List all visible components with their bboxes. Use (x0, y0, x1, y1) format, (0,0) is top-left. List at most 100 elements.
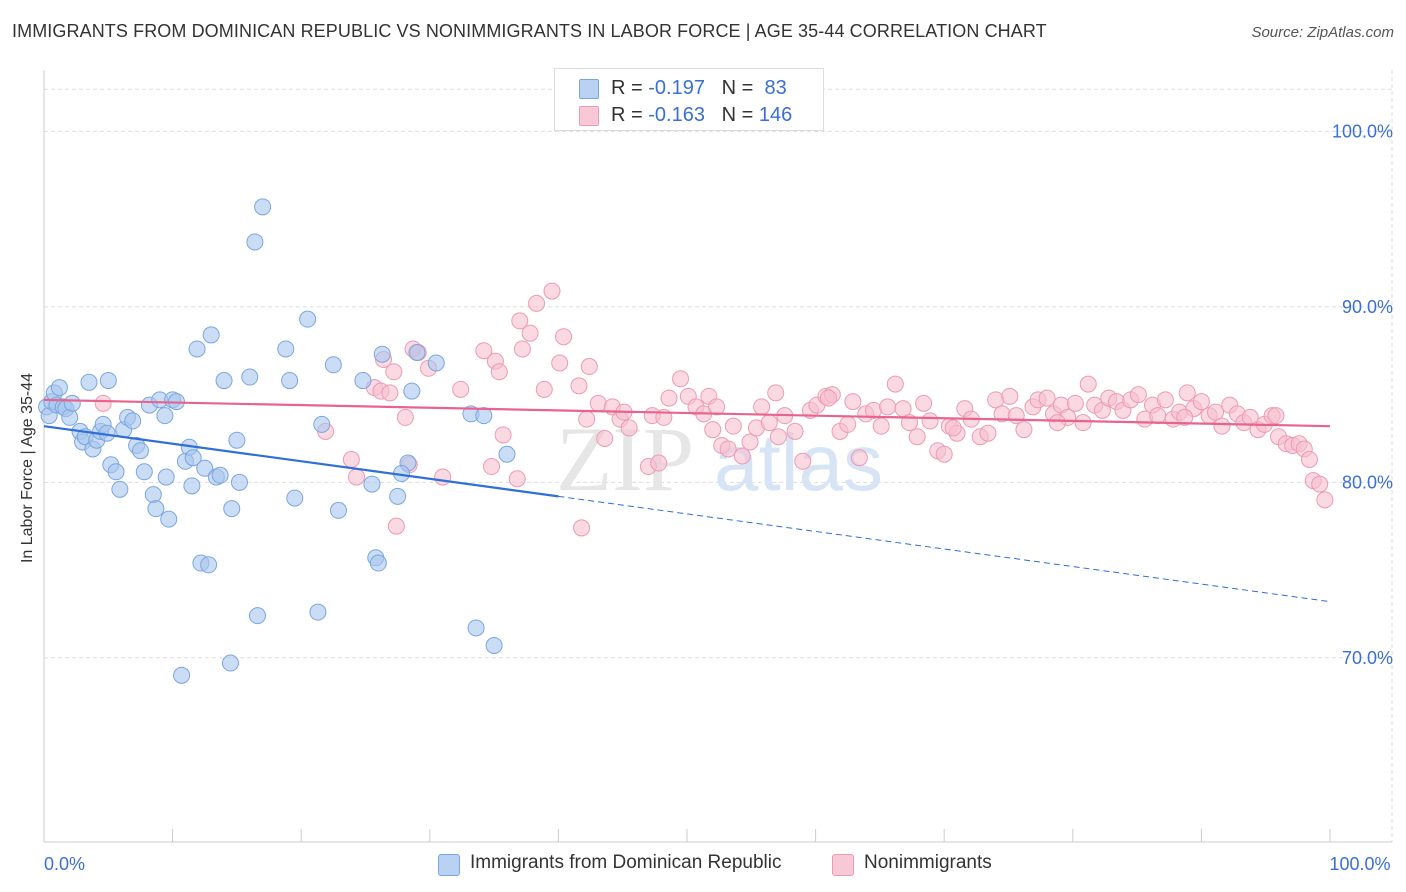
blue-point (160, 510, 178, 528)
blue-point (475, 407, 493, 425)
pink-point (452, 380, 470, 398)
axis-layer (43, 70, 1392, 843)
blue-point (80, 373, 98, 391)
pink-point (347, 468, 365, 486)
pink-point (508, 470, 526, 488)
pink-point (521, 324, 539, 342)
pink-point (1300, 451, 1318, 469)
pink-point (1156, 391, 1174, 409)
tick-label-layer: 100.0% 90.0% 80.0% 70.0% 0.0% 100.0% (44, 121, 1393, 874)
pink-point (1048, 414, 1066, 432)
pink-point (434, 468, 452, 486)
pink-point (570, 377, 588, 395)
blue-point (173, 666, 191, 684)
blue-point (254, 198, 272, 216)
pink-trend-line (43, 398, 1331, 428)
pink-point (1311, 475, 1329, 493)
pink-point (719, 440, 737, 458)
blue-point (277, 340, 295, 358)
blue-point (241, 368, 259, 386)
blue-point (215, 372, 233, 390)
blue-point (369, 554, 387, 572)
blue-point (135, 463, 153, 481)
blue-point (124, 412, 142, 430)
pink-point (1178, 384, 1196, 402)
pink-point (589, 394, 607, 412)
blue-point (196, 459, 214, 477)
pink-point (915, 394, 933, 412)
pink-point (921, 412, 939, 430)
blue-point (427, 354, 445, 372)
points-layer (38, 198, 1334, 684)
pink-point (760, 414, 778, 432)
pink-point (819, 389, 837, 407)
pink-swatch (579, 106, 599, 126)
pink-point (1316, 491, 1334, 509)
pink-point (794, 452, 812, 470)
stats-legend: R = -0.197 N = 83 R = -0.163 N = 146 (554, 68, 824, 131)
y-tick-label: 90.0% (1342, 297, 1393, 317)
pink-point (620, 419, 638, 437)
pink-point (513, 340, 531, 358)
series-legend: Immigrants from Dominican Republic Nonim… (0, 852, 1406, 878)
pink-point (1213, 417, 1231, 435)
blue-point (329, 501, 347, 519)
pink-point (724, 417, 742, 435)
blue-point (183, 477, 201, 495)
y-tick-label: 80.0% (1342, 472, 1393, 492)
grid-layer (44, 70, 1393, 842)
pink-point (708, 398, 726, 416)
r-value: -0.163 (648, 104, 705, 126)
blue-point (200, 556, 218, 574)
pink-point (672, 370, 690, 388)
blue-point (498, 445, 516, 463)
r-value: -0.197 (648, 77, 705, 99)
y-tick-label: 70.0% (1342, 648, 1393, 668)
chart-title: IMMIGRANTS FROM DOMINICAN REPUBLIC VS NO… (12, 21, 1047, 41)
pink-point (753, 398, 771, 416)
n-label: N = (721, 104, 754, 126)
n-label: N = (721, 77, 754, 99)
pink-point (551, 354, 569, 372)
blue-point (111, 480, 129, 498)
blue-point (221, 654, 239, 672)
pink-point (741, 433, 759, 451)
pink-point (1066, 394, 1084, 412)
blue-trend-line (43, 425, 559, 498)
blue-point (313, 415, 331, 433)
blue-point (202, 326, 220, 344)
pink-point (733, 447, 751, 465)
blue-point (144, 486, 162, 504)
pink-point (1129, 386, 1147, 404)
r-label: R = (611, 104, 643, 126)
pink-point (1176, 408, 1194, 426)
pink-point (578, 410, 596, 428)
blue-point (184, 449, 202, 467)
blue-point (230, 473, 248, 491)
blue-point (408, 343, 426, 361)
blue-point (373, 345, 391, 363)
pink-point (769, 428, 787, 446)
pink-point (839, 415, 857, 433)
blue-point (156, 407, 174, 425)
pink-point (1207, 403, 1225, 421)
blue-point (147, 500, 165, 518)
blue-point (299, 310, 317, 328)
blue-point (61, 408, 79, 426)
pink-point (1149, 407, 1167, 425)
blue-point (389, 487, 407, 505)
pink-point (1079, 375, 1097, 393)
pink-point (908, 428, 926, 446)
source-label: Source: ZipAtlas.com (1251, 24, 1394, 41)
blue-point (228, 431, 246, 449)
y-tick-label: 100.0% (1332, 121, 1393, 141)
pink-point (786, 422, 804, 440)
n-value: 83 (764, 77, 787, 99)
blue-point (403, 382, 421, 400)
blue-point (188, 340, 206, 358)
pink-point (483, 458, 501, 476)
blue-point (363, 475, 381, 493)
pink-point (596, 429, 614, 447)
pink-point (1192, 393, 1210, 411)
